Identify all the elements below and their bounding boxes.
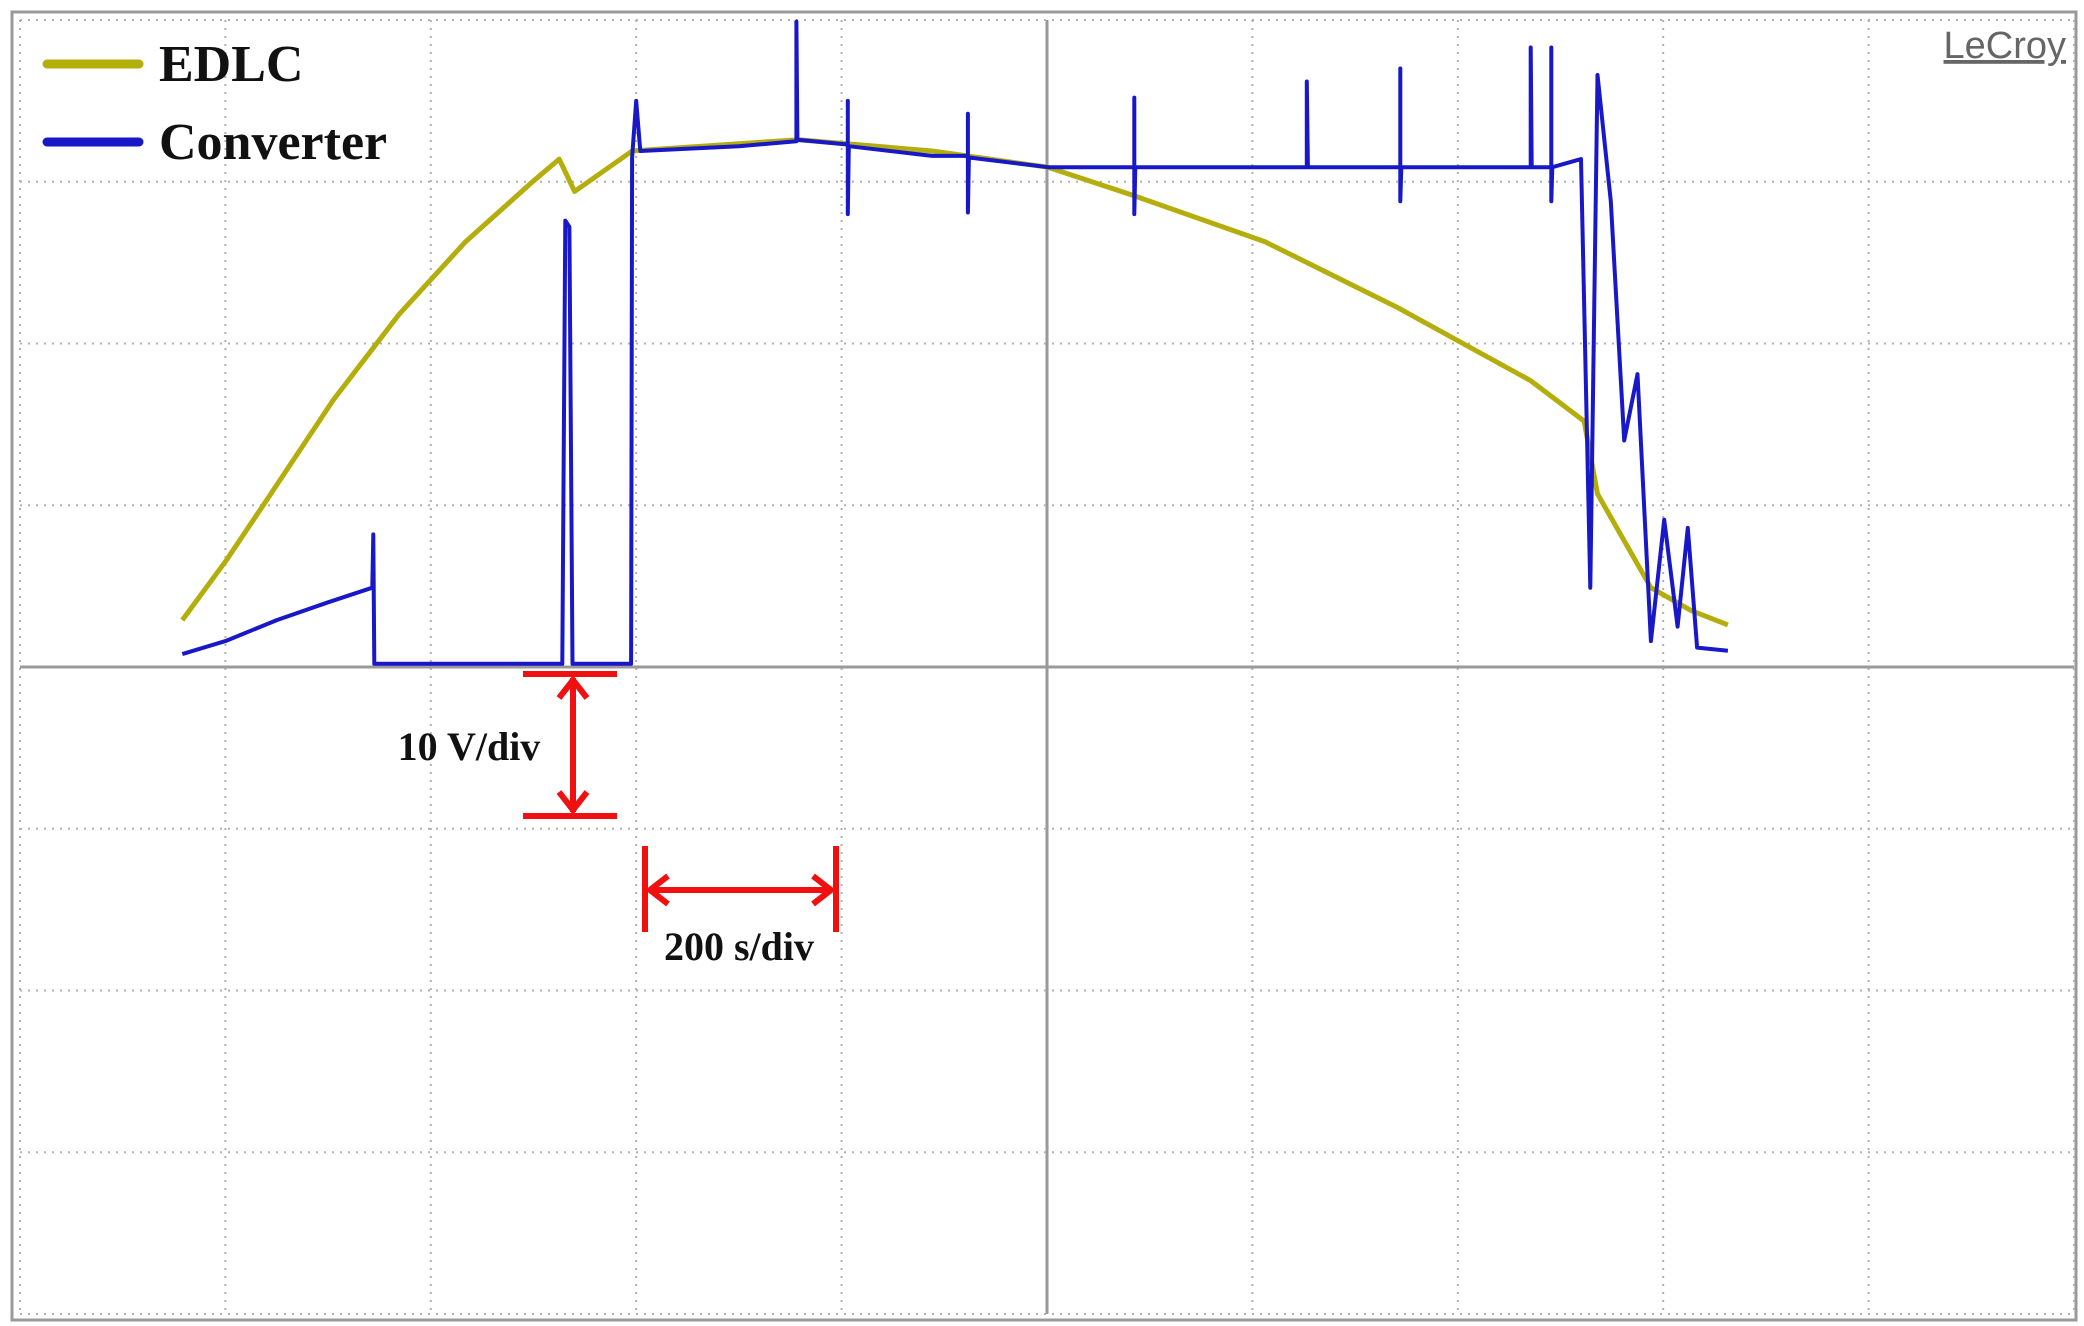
arrow-head xyxy=(556,675,590,700)
scale-arrows xyxy=(523,671,839,932)
traces xyxy=(180,19,1729,666)
brand-label: LeCroy xyxy=(1944,25,2067,67)
arrow-head xyxy=(811,873,836,907)
annotation: 200 s/div xyxy=(664,924,814,969)
legend: EDLC Converter xyxy=(42,36,387,171)
arrow-head xyxy=(645,873,670,907)
grid xyxy=(19,19,2075,1315)
legend-label: Converter xyxy=(159,114,387,171)
annotation: 10 V/div xyxy=(398,724,541,769)
trace xyxy=(181,19,1729,666)
arrow-head xyxy=(556,790,590,815)
legend-label: EDLC xyxy=(159,36,303,93)
